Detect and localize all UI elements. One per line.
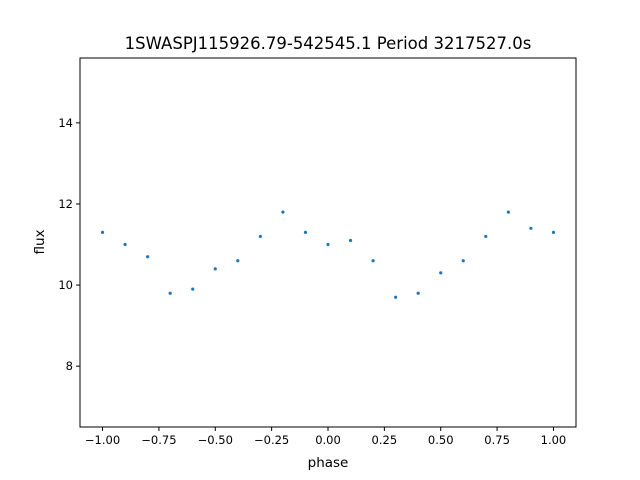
x-tick-label: 1.00 [541, 433, 567, 447]
y-axis-ticks: 8 10 12 14 [58, 116, 80, 373]
data-point [326, 242, 330, 247]
data-point [529, 226, 533, 230]
data-point [258, 234, 262, 239]
x-tick-label: 0.75 [484, 433, 510, 447]
data-point [394, 295, 398, 299]
data-point [416, 291, 420, 295]
y-axis-label: flux [32, 229, 48, 254]
x-tick-label: 0.50 [428, 433, 454, 447]
chart-title: 1SWASPJ115926.79-542545.1 Period 3217527… [125, 34, 532, 53]
data-point [484, 234, 488, 239]
x-tick-label: −0.75 [141, 433, 176, 447]
data-point [281, 210, 285, 214]
data-points [100, 210, 556, 299]
y-tick-label: 12 [58, 197, 73, 211]
x-tick-label: −1.00 [85, 433, 120, 447]
x-tick-label: −0.50 [198, 433, 233, 447]
x-axis-label: phase [308, 455, 349, 471]
data-point [303, 230, 308, 234]
data-point [168, 291, 172, 295]
data-point [146, 255, 150, 259]
data-point [213, 267, 217, 271]
x-tick-label: 0.25 [372, 433, 398, 447]
y-tick-label: 8 [66, 359, 73, 373]
y-tick-label: 10 [58, 278, 73, 292]
data-point [439, 271, 443, 275]
y-tick-label: 14 [58, 116, 73, 130]
x-tick-label: 0.00 [315, 433, 341, 447]
data-point [551, 230, 556, 234]
data-point [506, 210, 510, 214]
data-point [100, 230, 105, 234]
data-point [236, 259, 240, 263]
data-point [371, 259, 375, 263]
x-axis-ticks: −1.00 −0.75 −0.50 −0.25 0.00 0.25 0.50 0.75 1.00 [85, 427, 566, 447]
data-point [191, 287, 195, 291]
x-tick-label: −0.25 [254, 433, 289, 447]
data-point [461, 259, 465, 263]
data-point [123, 242, 127, 247]
data-point [348, 238, 353, 243]
